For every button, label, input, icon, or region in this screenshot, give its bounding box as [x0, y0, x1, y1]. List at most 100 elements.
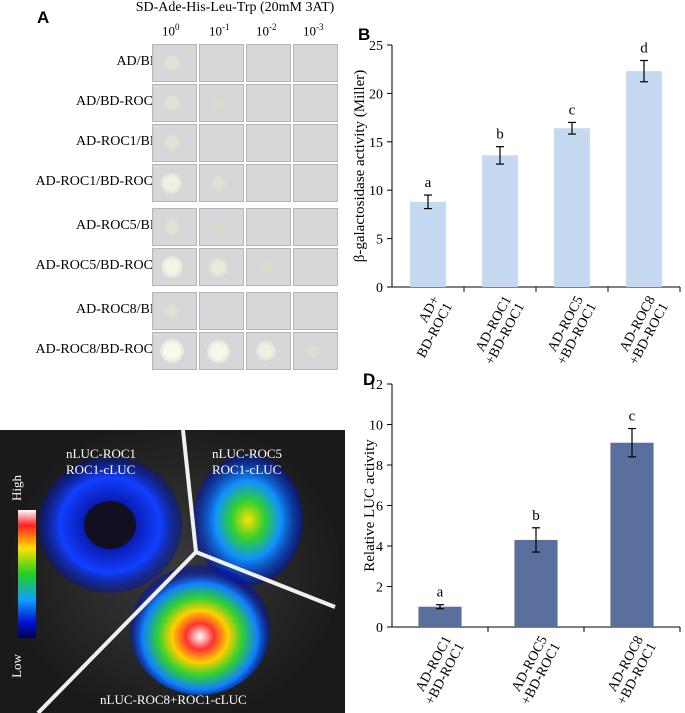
yeast-colony-spot — [209, 258, 228, 277]
scale-high-label: High — [9, 475, 24, 501]
dilution-base: 10 — [209, 23, 222, 39]
y-tick-label: 2 — [376, 581, 383, 596]
bar — [610, 442, 654, 627]
roc8-infiltration-spot — [130, 565, 270, 695]
yeast-row-label: AD-ROC5/BD-ROC1 — [35, 258, 160, 273]
dilution-base: 10 — [162, 23, 175, 39]
plate-cell — [293, 292, 338, 330]
plate-cell — [246, 332, 291, 370]
yeast-row-label: AD-ROC8/BD — [75, 302, 160, 317]
plate-cell — [199, 44, 244, 82]
significance-letter: c — [569, 102, 576, 118]
yeast-colony-spot — [256, 341, 276, 361]
significance-letter: b — [532, 508, 540, 524]
roc5-infiltration-spot — [193, 455, 303, 585]
label-roc8: nLUC-ROC8+ROC1-cLUC — [100, 692, 247, 707]
yeast-colony-spot — [207, 340, 230, 363]
plate-cell — [293, 164, 338, 202]
luc-leaf-image — [0, 430, 345, 713]
plate-cell — [246, 292, 291, 330]
panel-b-letter: B — [358, 25, 371, 44]
plate-cell — [293, 332, 338, 370]
panel-a-letter: A — [37, 8, 50, 27]
yeast-colony-spot — [212, 97, 225, 110]
yeast-colony-spot — [164, 304, 179, 319]
y-tick-label: 20 — [369, 87, 383, 102]
y-tick-label: 0 — [376, 281, 383, 296]
y-axis-label: β-galactosidase activity (Miller) — [352, 70, 368, 263]
y-tick-label: 4 — [376, 540, 383, 555]
plate-cell — [293, 248, 338, 286]
plate-cell — [152, 164, 197, 202]
dilution-exp: -2 — [269, 22, 277, 32]
x-tick-label: AD-ROC8+BD-ROC1 — [602, 634, 660, 708]
dilution-base: 10 — [256, 23, 269, 39]
plate-cell — [246, 84, 291, 122]
significance-letter: a — [437, 585, 444, 601]
yeast-row-label: AD-ROC1/BD-ROC1 — [35, 174, 160, 189]
plate-cell — [293, 84, 338, 122]
plate-cell — [152, 292, 197, 330]
dilution-base: 10 — [303, 23, 316, 39]
yeast-colony-spot — [160, 339, 184, 363]
x-tick-label: AD-ROC5+BD-ROC1 — [542, 294, 600, 365]
y-tick-label: 15 — [369, 136, 383, 151]
x-tick-label: AD-ROC5+BD-ROC1 — [506, 634, 564, 708]
plate-cell — [246, 164, 291, 202]
bar — [418, 606, 462, 627]
dilution-exp: -3 — [316, 22, 324, 32]
panel-d-letter: D — [363, 370, 376, 389]
plate-cell — [199, 292, 244, 330]
significance-letter: d — [640, 40, 648, 56]
plate-cell — [199, 332, 244, 370]
yeast-colony-spot — [161, 256, 183, 278]
yeast-row-label: AD/BD — [116, 54, 160, 69]
y-tick-label: 10 — [369, 184, 383, 199]
panel-b-bar-chart: 0 5 10 15 20 25 β-galactosidase activity (Mill… — [352, 39, 681, 365]
dilution-label: 10-1 — [209, 22, 230, 39]
y-tick-label: 25 — [369, 39, 383, 54]
label-roc1: nLUC-ROC1 ROC1-cLUC — [66, 446, 137, 477]
label-roc5: nLUC-ROC5 ROC1-cLUC — [212, 446, 283, 477]
x-tick-label: AD-ROC1+BD-ROC1 — [410, 634, 468, 708]
significance-letter: a — [425, 175, 432, 191]
plate-cell — [293, 44, 338, 82]
scale-low-label: Low — [9, 654, 24, 678]
y-tick-label: 8 — [376, 459, 383, 474]
plate-cell — [152, 44, 197, 82]
yeast-colony-spot — [306, 344, 320, 358]
plate-cell — [293, 208, 338, 246]
yeast-row-labels: AD/BD AD/BD-ROC1 AD-ROC1/BD AD-ROC1/BD-ROC1… — [0, 0, 165, 420]
yeast-colony-spot — [259, 261, 272, 274]
yeast-colony-spot — [164, 55, 180, 71]
significance-letter: c — [629, 409, 636, 425]
yeast-row-label: AD-ROC8/BD-ROC1 — [35, 342, 160, 357]
yeast-medium-title: SD-Ade-His-Leu-Trp (20mM 3AT) — [135, 0, 335, 15]
plate-cell — [199, 164, 244, 202]
y-tick-label: 6 — [376, 500, 383, 515]
plate-cell — [246, 208, 291, 246]
bar — [514, 539, 558, 627]
dilution-label: 100 — [162, 22, 180, 39]
dilution-label: 10-3 — [303, 22, 324, 39]
yeast-colony-spot — [164, 135, 180, 151]
plate-cell — [293, 124, 338, 162]
x-tick-label: AD-ROC1+BD-ROC1 — [470, 294, 528, 365]
plate-cell — [152, 84, 197, 122]
significance-letter: b — [496, 127, 504, 143]
x-tick-label: AD+BD-ROC1 — [402, 294, 456, 361]
plate-cell — [199, 248, 244, 286]
plate-cell — [152, 248, 197, 286]
yeast-colony-spot — [211, 176, 226, 191]
panel-d-bar-chart: 0 2 4 6 8 10 12 Relative LUC activity a AD-ROC1+B… — [362, 378, 681, 708]
yeast-colony-spot — [164, 219, 180, 235]
dilution-label: 10-2 — [256, 22, 277, 39]
y-tick-label: 10 — [369, 419, 383, 434]
luc-imaging-panel: nLUC-ROC1 ROC1-cLUC nLUC-ROC5 ROC1-cLUC nL… — [0, 430, 345, 713]
yeast-row-label: AD-ROC1/BD — [75, 134, 160, 149]
bar — [626, 71, 662, 287]
plate-cell — [246, 248, 291, 286]
plate-cell — [199, 124, 244, 162]
plate-cell — [246, 44, 291, 82]
plate-cell — [246, 124, 291, 162]
